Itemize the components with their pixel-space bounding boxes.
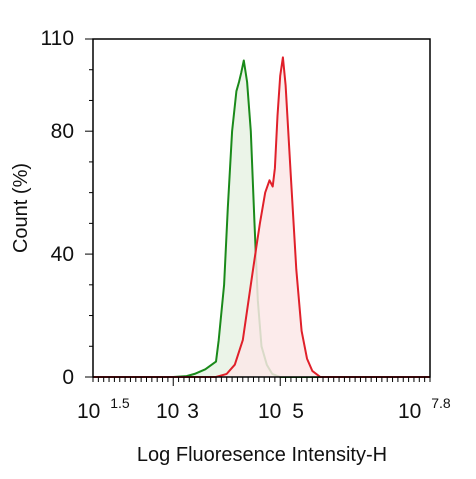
x-tick-label-4: 10 7.8 [398, 395, 451, 423]
x-tick-label-2-base: 10 [156, 400, 179, 423]
x-tick-label-3: 10 5 [258, 400, 304, 423]
x-tick-label-4-base: 10 [398, 400, 421, 423]
x-axis-title: Log Fluoresence Intensity-H [137, 444, 387, 466]
series-red-line [93, 56, 430, 378]
y-tick-marks [85, 38, 93, 378]
x-tick-label-1-base: 10 [77, 400, 100, 423]
x-tick-label-2-exp: 3 [187, 400, 199, 423]
x-tick-label-1-exp: 1.5 [110, 395, 130, 411]
x-tick-marks [92, 377, 431, 386]
x-tick-label-3-exp: 5 [292, 400, 304, 423]
y-tick-label-40: 40 [51, 243, 74, 266]
x-tick-label-3-base: 10 [258, 400, 281, 423]
y-tick-label-110: 110 [41, 27, 74, 50]
series-red [93, 56, 430, 378]
x-tick-label-1: 10 1.5 [77, 395, 130, 423]
y-axis-title: Count (%) [10, 163, 32, 253]
y-tick-label-0: 0 [62, 366, 74, 389]
series-layer [93, 56, 430, 378]
y-tick-label-80: 80 [51, 120, 74, 143]
plot-frame [92, 38, 431, 378]
x-tick-label-2: 10 3 [156, 400, 199, 423]
x-tick-label-4-exp: 7.8 [431, 395, 451, 411]
